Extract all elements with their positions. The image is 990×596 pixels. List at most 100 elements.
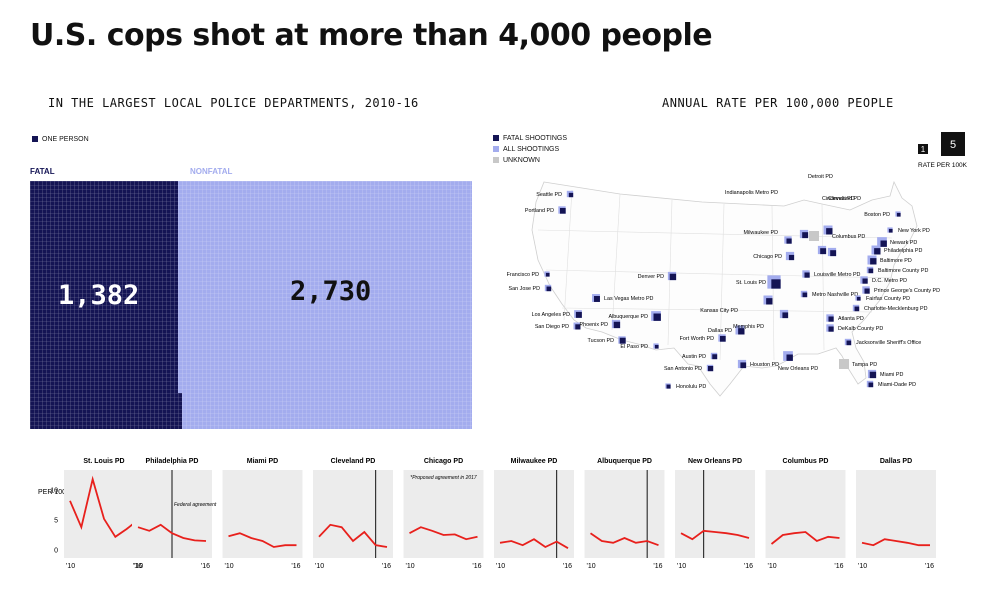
- dept-marker: Boston PD: [864, 211, 901, 218]
- mini-chart-title: Cleveland PD: [331, 458, 376, 465]
- dept-fatal-shootings: [719, 335, 726, 342]
- dept-label: Jacksonville Sheriff's Office: [856, 340, 921, 346]
- rate-line: [228, 532, 297, 548]
- dept-fatal-shootings: [802, 292, 808, 298]
- rate-line: [137, 523, 207, 542]
- dept-fatal-shootings: [826, 228, 833, 235]
- legend-unknown: UNKNOWN: [493, 155, 567, 166]
- dept-marker: Memphis PD: [733, 309, 789, 330]
- dept-label: Indianapolis Metro PD: [725, 190, 778, 196]
- dept-fatal-shootings: [802, 232, 809, 239]
- dept-marker: Cleveland PD: [823, 196, 861, 235]
- fatal-label: FATAL: [30, 167, 55, 176]
- one-person-legend: ONE PERSON: [32, 136, 89, 143]
- dept-fatal-shootings: [854, 306, 860, 312]
- dept-fatal-shootings: [545, 272, 550, 277]
- dept-label: Tucson PD: [588, 338, 615, 344]
- dept-fatal-shootings: [559, 207, 566, 214]
- dept-fatal-shootings: [782, 312, 789, 319]
- dept-marker: Chicago PD: [753, 251, 795, 261]
- x-tick-label: '16: [201, 563, 210, 570]
- mini-chart: New Orleans PD '10 '16: [675, 458, 755, 570]
- dept-marker: Los Angeles PD: [532, 310, 582, 318]
- dept-label: Baltimore County PD: [878, 268, 928, 274]
- mini-chart-title: Dallas PD: [880, 458, 912, 465]
- dept-label: Newark PD: [890, 240, 917, 246]
- mini-chart: Albuquerque PD '10 '16: [584, 458, 665, 570]
- dept-marker: Denver PD: [638, 271, 677, 281]
- rate-legend-label: RATE PER 100K: [918, 162, 968, 169]
- dept-label: St. Louis PD: [736, 280, 766, 286]
- dept-fatal-shootings: [575, 324, 581, 330]
- dept-marker: San Diego PD: [535, 322, 581, 330]
- dept-label: Metro Nashville PD: [812, 292, 858, 298]
- mini-chart: Columbus PD '10 '16: [765, 458, 846, 570]
- rate-legend-small: 1: [921, 145, 926, 154]
- dept-marker: El Paso PD: [620, 343, 659, 350]
- dept-fatal-shootings: [864, 288, 870, 294]
- dept-fatal-shootings: [874, 248, 881, 255]
- y-tick-label: 5: [54, 518, 58, 525]
- dept-marker: Jacksonville Sheriff's Office: [844, 338, 921, 346]
- mini-chart-title: Milwaukee PD: [511, 458, 558, 465]
- dept-fatal-shootings: [828, 326, 834, 332]
- dept-marker: Indianapolis Metro PD: [725, 190, 809, 239]
- dept-fatal-shootings: [868, 382, 874, 388]
- dept-fatal-shootings: [828, 316, 834, 322]
- dept-fatal-shootings: [870, 258, 877, 265]
- dept-label: San Antonio PD: [664, 366, 702, 372]
- dept-marker: Miami PD: [867, 369, 903, 379]
- dept-label: Milwaukee PD: [744, 230, 779, 236]
- dept-label: Portland PD: [525, 208, 554, 214]
- dept-unknown: [809, 231, 819, 241]
- dept-label: New York PD: [898, 228, 930, 234]
- dept-marker: Dallas PD: [708, 325, 745, 335]
- rate-line: [318, 523, 388, 548]
- legend-all-label: ALL SHOOTINGS: [503, 146, 560, 153]
- mini-chart-bg: [313, 470, 393, 558]
- y-axis-label: PER 100K: [38, 489, 71, 496]
- rate-legend-large: 5: [950, 139, 956, 151]
- waffle-grid-lines: [30, 181, 472, 429]
- dept-fatal-shootings: [862, 278, 868, 284]
- dept-label: Charlotte-Mecklenburg PD: [864, 306, 928, 312]
- mini-chart: Milwaukee PD '10 '16: [494, 458, 574, 570]
- dept-label: San Jose PD: [509, 286, 541, 292]
- dept-fatal-shootings: [771, 279, 781, 289]
- page-title: U.S. cops shot at more than 4,000 people: [30, 18, 713, 53]
- x-tick-label: '16: [653, 563, 662, 570]
- x-tick-label: '10: [858, 563, 867, 570]
- dept-fatal-shootings: [868, 268, 874, 274]
- dept-label: Miami-Dade PD: [878, 382, 916, 388]
- dept-marker: New York PD: [887, 227, 930, 234]
- x-tick-label: '10: [496, 563, 505, 570]
- dept-marker: San Antonio PD: [664, 364, 714, 372]
- dept-label: Austin PD: [682, 354, 706, 360]
- x-tick-label: '16: [291, 563, 300, 570]
- dept-marker: Philadelphia PD: [871, 245, 922, 255]
- dept-marker: Newark PD: [877, 237, 917, 247]
- subtitle-left: IN THE LARGEST LOCAL POLICE DEPARTMENTS,…: [48, 96, 419, 110]
- dept-marker: Metro Nashville PD: [800, 290, 858, 298]
- rate-line: [69, 475, 139, 539]
- dept-label: Fairfax County PD: [866, 296, 910, 302]
- mini-chart: Chicago PD *Proposed agreement in 2017 '10…: [403, 458, 484, 570]
- dept-fatal-shootings: [856, 296, 861, 301]
- dept-fatal-shootings: [568, 192, 574, 198]
- dept-marker: Portland PD: [525, 206, 566, 214]
- subtitle-right: ANNUAL RATE PER 100,000 PEOPLE: [662, 96, 894, 110]
- dept-fatal-shootings: [820, 248, 827, 255]
- dept-marker: Fort Worth PD: [680, 334, 726, 342]
- dept-label: El Paso PD: [620, 344, 648, 350]
- dept-label: Louisville Metro PD: [814, 272, 861, 278]
- x-tick-label: '10: [768, 563, 777, 570]
- dept-marker: DeKalb County PD: [826, 324, 883, 332]
- dept-label: Los Angeles PD: [532, 312, 570, 318]
- mini-chart-title: Albuquerque PD: [597, 458, 652, 465]
- mini-chart-title: Miami PD: [247, 458, 279, 465]
- dept-fatal-shootings: [594, 296, 600, 302]
- dept-label: Columbus PD: [832, 234, 865, 240]
- dept-marker: Tampa PD: [839, 359, 877, 369]
- dept-marker: Baltimore County PD: [866, 266, 928, 274]
- dept-marker: Albuquerque PD: [608, 311, 661, 321]
